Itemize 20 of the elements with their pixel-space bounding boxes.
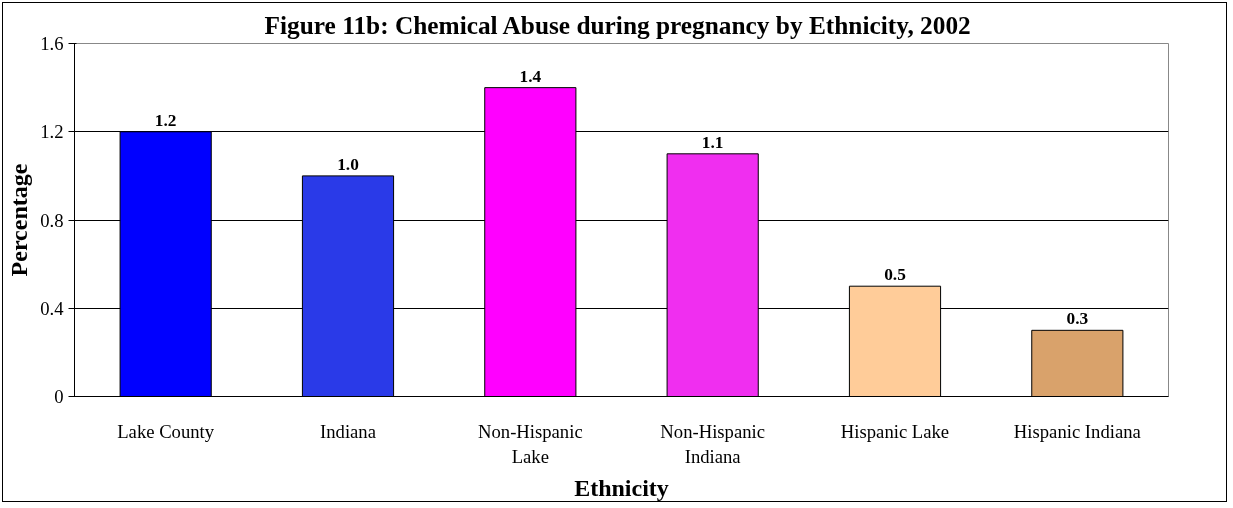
y-tick-label: 0 xyxy=(54,386,64,407)
x-tick-label: Non-Hispanic Lake xyxy=(478,420,583,467)
data-label: 1.4 xyxy=(519,66,542,86)
x-tick-label: Non-Hispanic Indiana xyxy=(660,420,766,467)
y-tick-label: 0.8 xyxy=(40,209,64,231)
data-label: 1.1 xyxy=(701,132,724,152)
x-tick-label: Lake County xyxy=(117,420,215,442)
data-label: 1.0 xyxy=(337,154,359,174)
data-label: 0.5 xyxy=(884,265,907,285)
data-label: 0.3 xyxy=(1066,309,1089,329)
x-tick-label: Hispanic Lake xyxy=(840,420,950,442)
data-label: 1.2 xyxy=(154,110,177,130)
y-tick-label: 0.4 xyxy=(40,297,65,319)
y-tick-label: 1.6 xyxy=(40,33,64,54)
x-axis-title: Ethnicity xyxy=(574,474,669,501)
x-tick-label: Hispanic Indiana xyxy=(1013,420,1142,442)
y-axis-title: Percentage xyxy=(6,163,33,277)
y-tick-label: 1.2 xyxy=(40,121,64,143)
chart-title: Figure 11b: Chemical Abuse during pregnancy by Ethnicity, 2002 xyxy=(264,10,971,39)
x-tick-label: Indiana xyxy=(320,420,377,442)
